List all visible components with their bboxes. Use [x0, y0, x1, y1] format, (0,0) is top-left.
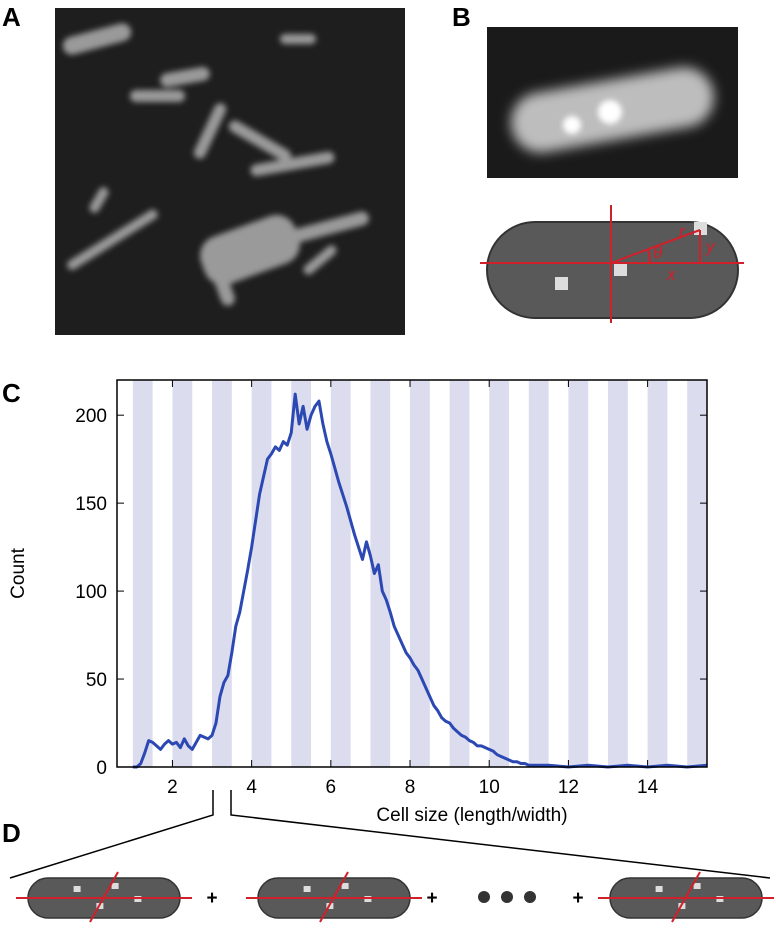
plot-frame	[116, 379, 708, 768]
spot	[693, 883, 701, 889]
x-axis-title: Cell size (length/width)	[376, 805, 567, 826]
diagram-label: x	[666, 265, 676, 284]
shaded-band	[528, 380, 549, 767]
spot	[73, 886, 81, 892]
panel-label: A	[2, 2, 21, 32]
diagram-label: θ	[653, 243, 663, 262]
y-axis-title: Count	[8, 547, 29, 598]
zoom-lines	[9, 790, 771, 879]
shaded-band	[132, 380, 153, 767]
plus: +	[426, 888, 437, 909]
shaded-band	[251, 380, 272, 767]
ellipsis	[478, 891, 536, 903]
x-tick-label: 10	[479, 777, 500, 798]
diagram-label: y	[705, 237, 716, 256]
panel-label: C	[2, 378, 21, 408]
spot	[655, 886, 663, 892]
diagram-label: r	[679, 222, 686, 241]
shaded-band	[687, 380, 707, 767]
shaded-band	[291, 380, 312, 767]
shaded-band	[172, 380, 193, 767]
cell-row	[16, 871, 774, 923]
x-tick-label: 8	[405, 777, 416, 798]
panel-label: B	[452, 2, 471, 32]
x-tick-label: 6	[326, 777, 337, 798]
y-tick-label: 100	[75, 582, 107, 603]
shaded-band	[647, 380, 668, 767]
x-tick-label: 12	[558, 777, 579, 798]
spot	[303, 886, 311, 892]
shaded-band	[489, 380, 510, 767]
y-tick-label: 150	[75, 494, 107, 515]
axis-line	[319, 871, 349, 923]
axis-line	[671, 871, 701, 923]
shaded-band	[330, 380, 351, 767]
y-tick-label: 0	[96, 758, 107, 779]
shaded-band	[212, 380, 232, 767]
shaded-band	[608, 380, 628, 767]
plus: +	[572, 888, 583, 909]
cell-diagram: r θ y x	[480, 205, 744, 323]
axis-line	[89, 871, 119, 923]
micrograph-a	[55, 8, 405, 335]
x-tick-label: 2	[167, 777, 178, 798]
chart: 0 50 100 150 200 2 4 6 8 10 12 14 Count Cell size (le…	[8, 379, 708, 826]
shaded-band	[410, 380, 430, 767]
x-tick-label: 4	[246, 777, 257, 798]
micrograph-b	[487, 27, 738, 178]
panel-label: D	[2, 818, 21, 848]
y-tick-label: 50	[86, 670, 107, 691]
spot	[111, 883, 119, 889]
x-tick-label: 14	[637, 777, 659, 798]
y-tick-label: 200	[75, 406, 107, 427]
spot	[341, 883, 349, 889]
shaded-band	[449, 380, 470, 767]
plus: +	[206, 888, 217, 909]
shaded-band	[568, 380, 589, 767]
data-line	[132, 392, 708, 769]
